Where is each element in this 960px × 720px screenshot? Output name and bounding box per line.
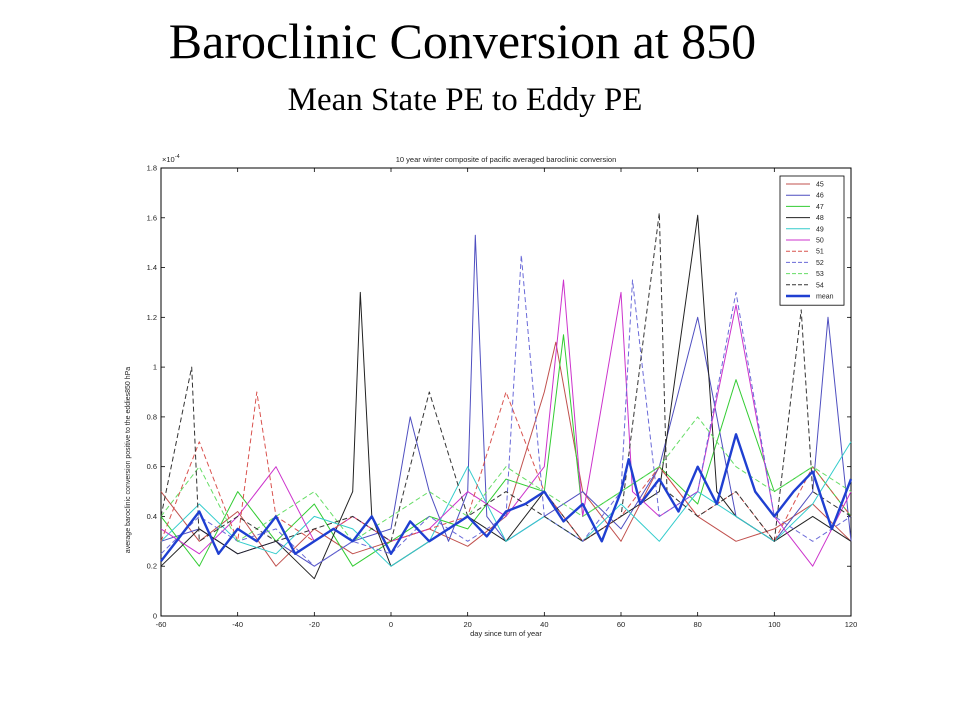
series-line-45 [160, 341, 852, 567]
plot-frame [160, 167, 852, 617]
x-tick-label: -20 [309, 620, 320, 629]
legend-label-mean: mean [816, 294, 834, 301]
y-tick-label: 0.4 [147, 512, 157, 521]
y-tick-label: 1.2 [147, 313, 157, 322]
y-tick-label: 0.8 [147, 412, 157, 421]
slide-title: Baroclinic Conversion at 850 [168, 13, 757, 69]
x-tick-label: 0 [389, 620, 393, 629]
slide-subtitle: Mean State PE to Eddy PE [287, 82, 643, 118]
baroclinic-line-chart: 10 year winter composite of pacific aver… [125, 154, 858, 638]
legend-label-45: 45 [816, 182, 824, 189]
legend-label-50: 50 [816, 238, 824, 245]
y-exponent-label: ×10-4 [162, 154, 180, 164]
y-tick-label: 0.6 [147, 462, 157, 471]
legend-label-46: 46 [816, 193, 824, 200]
legend: 45 46 47 48 49 50 51 52 53 54 mean [779, 175, 845, 306]
y-tick-label: 1.6 [147, 213, 157, 222]
legend-label-53: 53 [816, 271, 824, 278]
plot-area: -60 -40 -20 0 20 40 60 80 100 120 0 0.2 0.4 0.6 0.8 1 1.… [147, 164, 858, 630]
x-tick-label: 20 [463, 620, 471, 629]
legend-box [779, 175, 845, 306]
x-tick-label: -60 [156, 620, 167, 629]
y-tick-label: 1.8 [147, 164, 157, 173]
x-tick-label: 80 [693, 620, 701, 629]
x-tick-label: 60 [617, 620, 625, 629]
x-tick-label: -40 [232, 620, 243, 629]
y-tick-label: 0 [153, 612, 157, 621]
y-tick-label: 1.4 [147, 263, 157, 272]
legend-label-47: 47 [816, 204, 824, 211]
x-tick-label: 40 [540, 620, 548, 629]
series-line-mean [160, 433, 853, 562]
legend-label-52: 52 [816, 260, 824, 267]
legend-label-54: 54 [816, 282, 824, 289]
x-tick-label: 120 [845, 620, 858, 629]
series-line-49 [160, 441, 852, 567]
legend-label-51: 51 [816, 249, 824, 256]
y-tick-label: 0.2 [147, 562, 157, 571]
legend-label-48: 48 [816, 215, 824, 222]
x-axis-label: day since turn of year [470, 629, 542, 638]
chart-title: 10 year winter composite of pacific aver… [396, 155, 617, 164]
y-axis-label: average baroclinic conversion positive t… [125, 367, 132, 554]
series-line-50 [160, 279, 852, 567]
x-tick-label: 100 [768, 620, 781, 629]
y-tick-label: 1 [153, 363, 157, 372]
legend-label-49: 49 [816, 226, 824, 233]
